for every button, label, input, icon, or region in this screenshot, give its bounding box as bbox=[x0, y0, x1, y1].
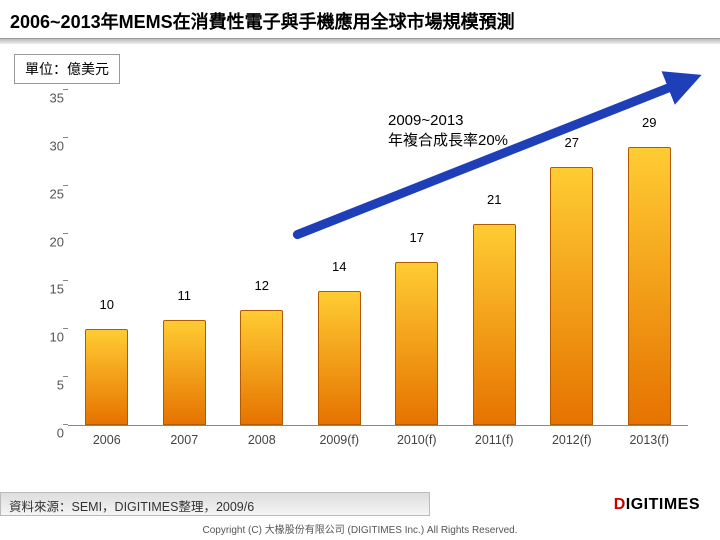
y-tick-label: 20 bbox=[34, 234, 64, 249]
bar bbox=[318, 291, 361, 425]
unit-box: 單位：億美元 bbox=[14, 54, 120, 84]
bar bbox=[240, 310, 283, 425]
bar bbox=[85, 329, 128, 425]
y-tick-label: 5 bbox=[34, 378, 64, 393]
x-axis-label: 2009(f) bbox=[319, 433, 359, 447]
bar bbox=[163, 320, 206, 425]
logo-first-letter: D bbox=[614, 496, 626, 513]
bar-value-label: 11 bbox=[178, 288, 192, 303]
y-tick-mark bbox=[63, 328, 68, 329]
x-axis-label: 2013(f) bbox=[629, 433, 669, 447]
y-tick-label: 0 bbox=[34, 426, 64, 441]
y-tick-label: 15 bbox=[34, 282, 64, 297]
y-tick-mark bbox=[63, 137, 68, 138]
x-axis-label: 2010(f) bbox=[397, 433, 437, 447]
y-tick-label: 10 bbox=[34, 330, 64, 345]
y-tick-mark bbox=[63, 233, 68, 234]
bar-value-label: 27 bbox=[565, 135, 579, 150]
x-axis-label: 2007 bbox=[170, 433, 198, 447]
y-tick-label: 30 bbox=[34, 138, 64, 153]
y-tick-mark bbox=[63, 376, 68, 377]
y-tick-label: 35 bbox=[34, 91, 64, 106]
y-tick-mark bbox=[63, 280, 68, 281]
page-title: 2006~2013年MEMS在消費性電子與手機應用全球市場規模預測 bbox=[0, 0, 720, 38]
title-underline bbox=[0, 38, 720, 44]
x-axis-label: 2006 bbox=[93, 433, 121, 447]
bar-value-label: 29 bbox=[642, 115, 656, 130]
y-tick-mark bbox=[63, 424, 68, 425]
x-axis-label: 2008 bbox=[248, 433, 276, 447]
bar-value-label: 14 bbox=[332, 259, 346, 274]
x-axis-label: 2012(f) bbox=[552, 433, 592, 447]
bar bbox=[550, 167, 593, 425]
bar bbox=[473, 224, 516, 425]
bar-value-label: 12 bbox=[255, 278, 269, 293]
growth-arrow-icon bbox=[68, 91, 688, 426]
bar-value-label: 21 bbox=[487, 192, 501, 207]
y-tick-mark bbox=[63, 185, 68, 186]
bar bbox=[395, 262, 438, 425]
bar-value-label: 10 bbox=[100, 297, 114, 312]
y-tick-mark bbox=[63, 89, 68, 90]
chart-container: 2009~2013 年複合成長率20% 0 5 10 15 20 25 30 35 10 2006… bbox=[28, 86, 698, 456]
digitimes-logo: DIGITIMES bbox=[614, 496, 700, 514]
bar-value-label: 17 bbox=[410, 230, 424, 245]
chart-plot: 2009~2013 年複合成長率20% 05101520253035102006… bbox=[68, 91, 688, 426]
x-axis-label: 2011(f) bbox=[475, 433, 514, 447]
bar bbox=[628, 147, 671, 425]
y-tick-label: 25 bbox=[34, 186, 64, 201]
cagr-annotation: 2009~2013 年複合成長率20% bbox=[388, 111, 508, 152]
copyright-text: Copyright (C) 大椽股份有限公司 (DIGITIMES Inc.) … bbox=[0, 521, 720, 536]
source-footnote: 資料來源：SEMI，DIGITIMES整理，2009/6 bbox=[0, 492, 430, 516]
logo-rest: IGITIMES bbox=[626, 496, 700, 513]
